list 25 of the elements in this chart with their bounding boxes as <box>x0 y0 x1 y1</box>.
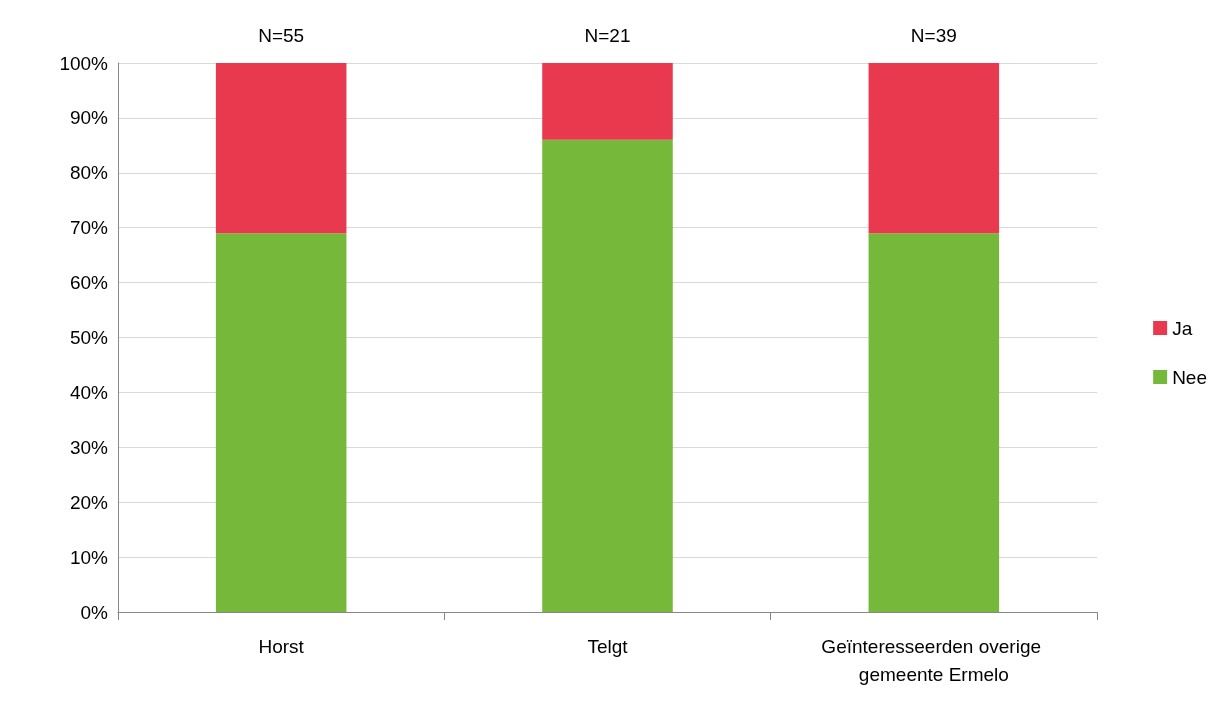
bar <box>542 139 673 612</box>
bar <box>215 233 347 612</box>
y-tick-label: 0% <box>80 601 109 623</box>
annotation: N=21 <box>584 25 631 46</box>
y-tick-label: 80% <box>69 162 109 184</box>
x-tick-label: Telgt <box>587 635 629 657</box>
y-tick-label: 30% <box>69 436 109 458</box>
y-tick-label: 70% <box>69 217 109 239</box>
bar <box>868 233 1000 612</box>
y-tick-label: 100% <box>59 52 109 74</box>
y-tick-label: 50% <box>69 327 109 348</box>
annotation: N=39 <box>910 25 957 46</box>
legend-label: Nee <box>1172 366 1207 388</box>
bar <box>215 63 347 234</box>
y-tick-label: 60% <box>69 272 109 294</box>
x-tick-label: Geïnteresseerden overige gemeente Ermelo <box>821 635 1047 685</box>
y-tick-label: 90% <box>69 107 109 129</box>
bar <box>542 63 673 140</box>
y-tick-label: 20% <box>69 491 109 513</box>
annotation: N=55 <box>258 25 305 46</box>
bar <box>868 63 1000 234</box>
y-tick-label: 40% <box>69 381 109 403</box>
x-tick-label: Horst <box>258 635 305 657</box>
legend-label: Ja <box>1172 317 1193 339</box>
y-tick-label: 10% <box>69 546 109 568</box>
